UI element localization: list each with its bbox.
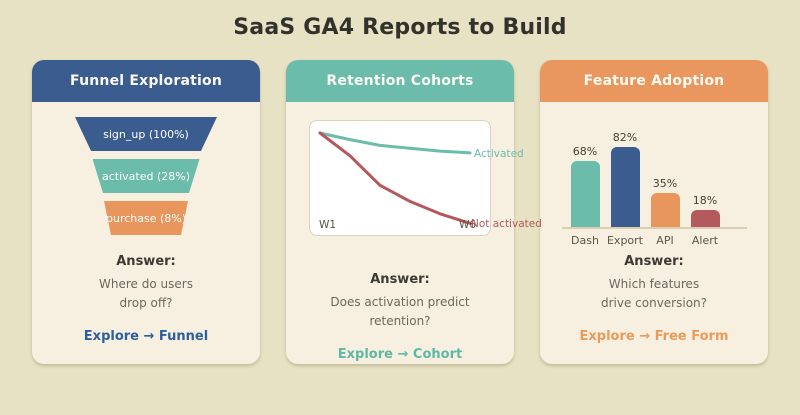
funnel-answer-block: Answer: Where do users drop off? Explore… bbox=[32, 254, 260, 344]
funnel-step-signup-label: sign_up (100%) bbox=[103, 127, 189, 141]
adoption-card-header: Feature Adoption bbox=[540, 60, 768, 102]
explore-cohort-link[interactable]: Explore → Cohort bbox=[337, 347, 463, 363]
retention-answer-question: Does activation predict retention? bbox=[286, 293, 514, 330]
page-title: SaaS GA4 Reports to Build bbox=[233, 15, 567, 40]
funnel-chart: sign_up (100%) activated (28%) purchase … bbox=[32, 102, 260, 254]
card-feature-adoption: Feature Adoption 68% 82% 35% bbox=[540, 60, 768, 364]
bar-col-api: 35% bbox=[650, 177, 680, 227]
bar-dash bbox=[570, 161, 600, 227]
activated-line bbox=[318, 131, 472, 155]
retention-line-chart: W1 W6 Activated Not activated bbox=[309, 120, 542, 236]
bar-group: 68% 82% 35% 18% bbox=[531, 122, 759, 227]
series-label-activated: Activated bbox=[474, 148, 524, 160]
retention-answer-heading: Answer: bbox=[370, 272, 430, 287]
retention-card-title: Retention Cohorts bbox=[326, 73, 474, 89]
explore-funnel-link[interactable]: Explore → Funnel bbox=[83, 329, 209, 345]
not-activated-line bbox=[318, 131, 472, 225]
funnel-step-activated: activated (28%) bbox=[92, 159, 200, 193]
adoption-card-title: Feature Adoption bbox=[583, 73, 725, 89]
page: SaaS GA4 Reports to Build Funnel Explora… bbox=[0, 15, 800, 364]
funnel-step-purchase-label: purchase (8%) bbox=[105, 211, 187, 225]
bar-col-alert: 18% bbox=[690, 194, 720, 227]
bar-col-export: 82% bbox=[610, 131, 640, 227]
x-label-w6: W6 bbox=[459, 219, 476, 231]
funnel-card-title: Funnel Exploration bbox=[70, 73, 222, 89]
retention-answer-block: Answer: Does activation predict retentio… bbox=[286, 272, 514, 362]
bar-value-dash: 68% bbox=[572, 145, 598, 158]
bar-value-api: 35% bbox=[652, 177, 678, 190]
retention-question-line-1: Does activation predict bbox=[330, 295, 470, 309]
adoption-answer-block: Answer: Which features drive conversion?… bbox=[540, 254, 768, 344]
explore-free-form-link[interactable]: Explore → Free Form bbox=[579, 329, 729, 345]
funnel-answer-heading: Answer: bbox=[116, 254, 176, 269]
adoption-answer-heading: Answer: bbox=[624, 254, 684, 269]
funnel-step-signup: sign_up (100%) bbox=[75, 117, 217, 151]
bar-label-alert: Alert bbox=[691, 234, 719, 247]
funnel-answer-question: Where do users drop off? bbox=[32, 275, 260, 312]
bar-value-alert: 18% bbox=[692, 194, 718, 207]
card-retention-cohorts: Retention Cohorts W1 W6 Activated Not ac… bbox=[286, 60, 542, 364]
x-label-w1: W1 bbox=[319, 219, 336, 231]
bar-category-labels: Dash Export API Alert bbox=[531, 234, 759, 247]
bar-label-dash: Dash bbox=[571, 234, 599, 247]
bar-value-export: 82% bbox=[612, 131, 638, 144]
bar-col-dash: 68% bbox=[570, 145, 600, 227]
cards-row: Funnel Exploration sign_up (100%) activa… bbox=[0, 60, 800, 364]
retention-chart-zone: W1 W6 Activated Not activated bbox=[286, 120, 542, 272]
funnel-question-line-2: drop off? bbox=[119, 295, 173, 310]
adoption-answer-question: Which features drive conversion? bbox=[540, 275, 768, 312]
bar-label-export: Export bbox=[606, 234, 643, 247]
card-funnel-exploration: Funnel Exploration sign_up (100%) activa… bbox=[32, 60, 260, 364]
funnel-card-header: Funnel Exploration bbox=[32, 60, 260, 102]
retention-question-line-2: retention? bbox=[369, 313, 431, 328]
feature-adoption-chart: 68% 82% 35% 18% bbox=[540, 102, 768, 254]
bar-alert bbox=[690, 210, 720, 227]
bar-export bbox=[610, 147, 640, 227]
funnel-step-purchase: purchase (8%) bbox=[104, 201, 188, 235]
x-axis-line bbox=[561, 227, 747, 229]
series-label-not-activated: Not activated bbox=[471, 218, 542, 230]
retention-chart-svg: W1 W6 Activated Not activated bbox=[318, 131, 542, 231]
bar-label-api: API bbox=[656, 234, 674, 247]
bar-api bbox=[650, 193, 680, 227]
retention-card-header: Retention Cohorts bbox=[286, 60, 514, 102]
funnel-step-activated-label: activated (28%) bbox=[102, 169, 190, 183]
adoption-question-line-2: drive conversion? bbox=[600, 295, 708, 310]
funnel-question-line-1: Where do users bbox=[99, 277, 193, 291]
adoption-question-line-1: Which features bbox=[608, 277, 700, 291]
